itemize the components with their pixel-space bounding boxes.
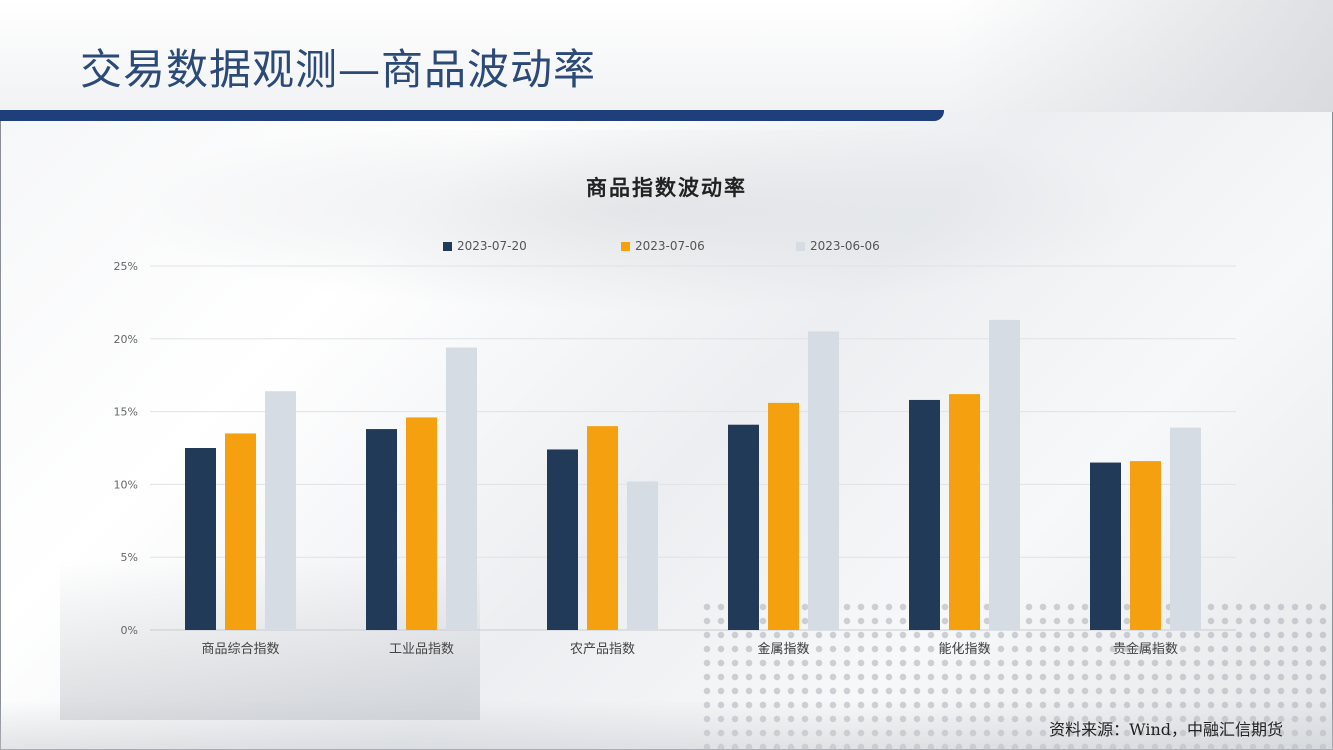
y-tick-label: 20% — [114, 333, 138, 346]
bar — [225, 433, 256, 630]
bar — [949, 394, 980, 630]
bar — [1090, 462, 1121, 630]
bar — [627, 481, 658, 630]
bar — [808, 331, 839, 630]
legend-label-series-2: 2023-06-06 — [810, 239, 880, 253]
y-tick-label: 25% — [114, 260, 138, 273]
chart-title: 商品指数波动率 — [586, 176, 747, 200]
bar — [1170, 427, 1201, 630]
legend-item-series-2: 2023-06-06 — [796, 236, 880, 256]
bottom-strip — [0, 700, 1333, 750]
header-shade — [950, 0, 1333, 112]
source-note: 资料来源：Wind，中融汇信期货 — [1049, 720, 1283, 739]
bar — [728, 424, 759, 630]
x-tick-label: 能化指数 — [938, 642, 990, 657]
bar — [446, 347, 477, 630]
legend-swatch-series-0 — [443, 241, 452, 251]
x-tick-label: 贵金属指数 — [1113, 641, 1178, 657]
legend-swatch-series-2 — [796, 241, 805, 251]
x-tick-label: 金属指数 — [757, 641, 809, 657]
x-tick-label: 工业品指数 — [389, 642, 454, 657]
bar — [366, 429, 397, 630]
bar — [909, 399, 940, 630]
bar — [547, 449, 578, 630]
world-map-decoration — [140, 130, 1240, 330]
y-tick-label: 15% — [114, 406, 138, 419]
bar — [1130, 461, 1161, 630]
bar — [989, 319, 1020, 630]
bar — [185, 448, 216, 630]
bar — [768, 402, 799, 630]
x-tick-label: 商品综合指数 — [201, 642, 279, 657]
x-tick-label: 农产品指数 — [570, 642, 635, 657]
bar — [587, 426, 618, 630]
y-tick-label: 10% — [114, 478, 138, 491]
slide-title: 交易数据观测—商品波动率 — [80, 45, 597, 94]
legend-item-series-1: 2023-07-06 — [621, 236, 705, 256]
bar — [406, 417, 437, 630]
bar — [265, 391, 296, 630]
legend-swatch-series-1 — [621, 241, 630, 251]
title-underline-bar — [0, 110, 944, 121]
legend-label-series-1: 2023-07-06 — [635, 239, 705, 253]
chart-legend: 2023-07-20 2023-07-06 2023-06-06 — [0, 236, 1333, 256]
legend-label-series-0: 2023-07-20 — [457, 239, 527, 253]
legend-item-series-0: 2023-07-20 — [443, 236, 527, 256]
y-tick-label: 5% — [121, 551, 138, 564]
y-tick-label: 0% — [121, 624, 138, 637]
